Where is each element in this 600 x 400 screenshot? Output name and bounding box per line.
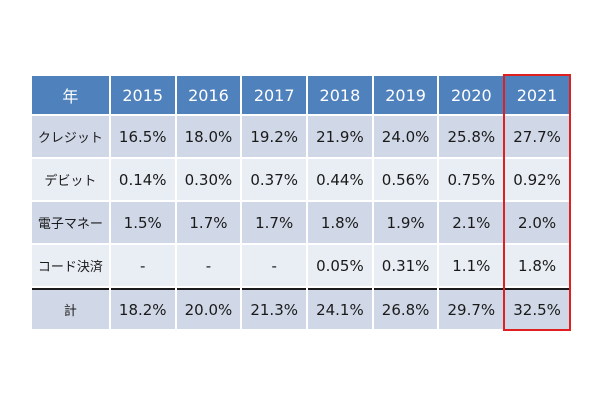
- table-row-code-payment: コード決済 - - - 0.05% 0.31% 1.1% 1.8%: [32, 245, 569, 288]
- value-cell: 2.1%: [439, 202, 504, 245]
- value-cell: 1.9%: [373, 202, 438, 245]
- total-value-cell: 29.7%: [439, 288, 504, 331]
- value-cell: 0.92%: [505, 159, 569, 202]
- value-cell: -: [176, 245, 241, 288]
- table-row-credit: クレジット 16.5% 18.0% 19.2% 21.9% 24.0% 25.8…: [32, 116, 569, 159]
- value-cell: 0.44%: [308, 159, 372, 202]
- value-cell: 0.37%: [242, 159, 307, 202]
- value-cell: 24.0%: [373, 116, 438, 159]
- value-cell: 21.9%: [308, 116, 372, 159]
- value-cell: -: [242, 245, 307, 288]
- total-label-cell: 計: [32, 288, 109, 331]
- table-row-debit: デビット 0.14% 0.30% 0.37% 0.44% 0.56% 0.75%…: [32, 159, 569, 202]
- value-cell: 0.05%: [308, 245, 372, 288]
- table-row-total: 計 18.2% 20.0% 21.3% 24.1% 26.8% 29.7% 32…: [32, 288, 569, 331]
- value-cell: 25.8%: [439, 116, 504, 159]
- value-cell: 0.14%: [110, 159, 175, 202]
- value-cell: -: [110, 245, 175, 288]
- header-label-cell: 年: [32, 76, 109, 116]
- value-cell: 1.7%: [242, 202, 307, 245]
- value-cell: 1.5%: [110, 202, 175, 245]
- row-label-cell: デビット: [32, 159, 109, 202]
- year-header-cell: 2019: [373, 76, 438, 116]
- table-row-e-money: 電子マネー 1.5% 1.7% 1.7% 1.8% 1.9% 2.1% 2.0%: [32, 202, 569, 245]
- value-cell: 2.0%: [505, 202, 569, 245]
- value-cell: 18.0%: [176, 116, 241, 159]
- year-header-cell: 2020: [439, 76, 504, 116]
- value-cell: 27.7%: [505, 116, 569, 159]
- value-cell: 1.1%: [439, 245, 504, 288]
- value-cell: 19.2%: [242, 116, 307, 159]
- total-value-cell: 20.0%: [176, 288, 241, 331]
- header-row: 年 2015 2016 2017 2018 2019 2020 2021: [32, 76, 569, 116]
- value-cell: 0.31%: [373, 245, 438, 288]
- value-cell: 0.56%: [373, 159, 438, 202]
- value-cell: 1.8%: [505, 245, 569, 288]
- value-cell: 1.7%: [176, 202, 241, 245]
- total-value-cell: 32.5%: [505, 288, 569, 331]
- total-value-cell: 26.8%: [373, 288, 438, 331]
- year-header-cell: 2015: [110, 76, 175, 116]
- year-header-cell: 2021: [505, 76, 569, 116]
- value-cell: 1.8%: [308, 202, 372, 245]
- total-value-cell: 24.1%: [308, 288, 372, 331]
- value-cell: 0.75%: [439, 159, 504, 202]
- year-header-cell: 2018: [308, 76, 372, 116]
- row-label-cell: コード決済: [32, 245, 109, 288]
- value-cell: 0.30%: [176, 159, 241, 202]
- row-label-cell: クレジット: [32, 116, 109, 159]
- data-table-container: 年 2015 2016 2017 2018 2019 2020 2021 クレジ…: [30, 74, 571, 331]
- row-label-cell: 電子マネー: [32, 202, 109, 245]
- total-value-cell: 18.2%: [110, 288, 175, 331]
- value-cell: 16.5%: [110, 116, 175, 159]
- total-value-cell: 21.3%: [242, 288, 307, 331]
- year-header-cell: 2017: [242, 76, 307, 116]
- year-header-cell: 2016: [176, 76, 241, 116]
- payment-share-table: 年 2015 2016 2017 2018 2019 2020 2021 クレジ…: [30, 76, 571, 331]
